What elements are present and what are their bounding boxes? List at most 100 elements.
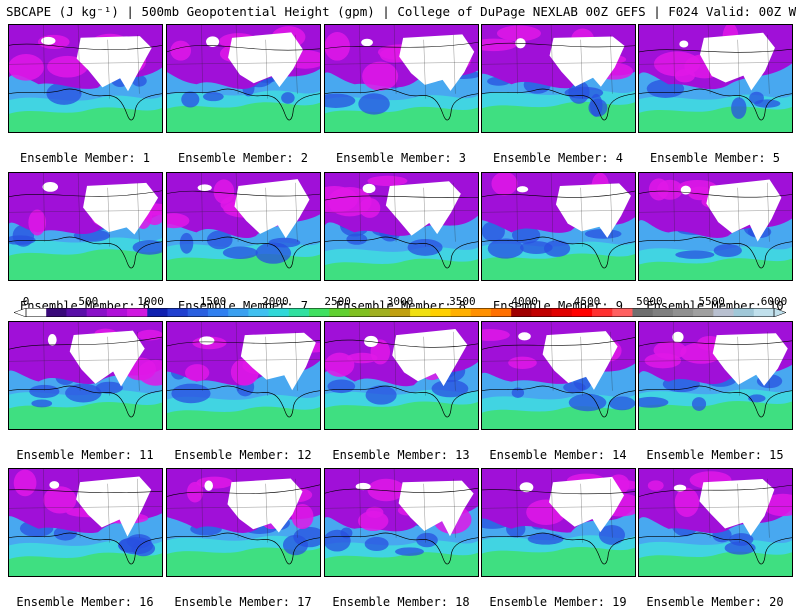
height-contour	[167, 484, 320, 497]
cape-magenta-blob	[325, 32, 350, 61]
cape-blue-blob	[563, 382, 586, 393]
cape-green-region	[167, 547, 320, 576]
colorbar-tick-label: 1000	[137, 295, 164, 308]
zero-cape-patch	[355, 482, 371, 491]
ensemble-map-panel	[638, 24, 793, 133]
state-borders	[325, 469, 478, 543]
sbcape-map	[482, 469, 635, 576]
height-contour	[482, 489, 635, 495]
cape-green-region	[482, 101, 635, 132]
cape-green-region	[482, 406, 635, 429]
zero-cape-area	[83, 182, 159, 235]
ensemble-member-label: Ensemble Member: 4	[492, 151, 624, 165]
cape-magenta-blob	[482, 38, 517, 52]
height-contour	[482, 190, 635, 198]
coastline	[9, 532, 162, 565]
coastline	[9, 385, 162, 418]
zero-cape-area	[228, 32, 304, 88]
cape-blue-blob	[281, 92, 295, 104]
cape-blue-blob	[327, 379, 356, 394]
sbcape-map	[9, 469, 162, 576]
coastline	[639, 385, 792, 418]
cape-blue-blob	[65, 383, 102, 403]
colorbar-tick-label: 5500	[698, 295, 725, 308]
state-borders	[9, 322, 162, 396]
sbcape-map	[167, 469, 320, 576]
cape-blue-blob	[511, 226, 541, 244]
cape-blue-blob	[748, 394, 766, 403]
colorbar-segment	[147, 308, 169, 317]
ensemble-map-panel	[481, 172, 636, 281]
height-contour	[167, 340, 320, 347]
zero-cape-patch	[673, 484, 687, 492]
cape-blue-blob	[527, 533, 564, 545]
colorbar-tick-label: 5000	[636, 295, 663, 308]
cape-blue-blob	[203, 92, 224, 102]
colorbar-tick-label: 2500	[324, 295, 351, 308]
zero-cape-patch	[361, 38, 373, 47]
coastline	[9, 88, 162, 121]
zero-cape-patch	[519, 482, 534, 493]
colorbar-segment	[207, 308, 229, 317]
coastline	[325, 236, 478, 269]
cape-magenta-blob	[648, 178, 669, 201]
cape-green-region	[9, 249, 162, 280]
cape-blue-blob	[132, 75, 147, 87]
colorbar-segment	[612, 308, 633, 317]
colorbar-segment	[652, 308, 674, 317]
cape-blue-blob	[282, 534, 309, 556]
zero-cape-area	[234, 179, 310, 239]
colorbar-segment	[490, 308, 512, 317]
colorbar-segment	[127, 308, 148, 317]
height-contour	[167, 45, 320, 53]
colorbar-segment	[46, 308, 67, 317]
colorbar-segment	[410, 308, 431, 317]
ensemble-map-panel	[324, 172, 479, 281]
state-borders	[167, 322, 320, 396]
sbcape-map	[325, 469, 478, 576]
height-contour	[325, 195, 478, 201]
ensemble-member-label: Ensemble Member: 2	[177, 151, 309, 165]
colorbar-segment	[349, 308, 371, 317]
colorbar-tick-label: 4000	[511, 295, 538, 308]
zero-cape-patch	[42, 182, 59, 192]
zero-cape-area	[706, 179, 782, 242]
page-title: SBCAPE (J kg⁻¹) | 500mb Geopotential Hei…	[6, 4, 796, 19]
zero-cape-patch	[680, 185, 691, 195]
cape-magenta-blob	[346, 352, 378, 364]
state-borders	[167, 25, 320, 99]
ensemble-member-label: Ensemble Member: 17	[174, 595, 312, 609]
height-contour	[639, 190, 792, 198]
ensemble-map-panel	[166, 172, 321, 281]
cape-magenta-blob	[508, 356, 537, 370]
cape-blue-blob	[46, 82, 82, 105]
cape-blue-blob	[171, 383, 211, 404]
colorbar-outline	[25, 308, 775, 317]
sbcape-map	[167, 25, 320, 132]
cape-blue-blob	[543, 240, 571, 257]
height-contour	[482, 42, 635, 48]
cape-magenta-blob	[644, 353, 682, 369]
colorbar-segment	[26, 308, 47, 317]
cape-blue-blob	[731, 97, 747, 119]
zero-cape-area	[76, 36, 152, 92]
ensemble-member-label: Ensemble Member: 11	[16, 448, 154, 462]
colorbar-segment	[592, 308, 613, 317]
zero-cape-patch	[516, 186, 529, 193]
ensemble-map-panel	[638, 172, 793, 281]
cape-magenta-blob	[9, 54, 44, 81]
coastline	[325, 385, 478, 418]
colorbar-segment	[389, 308, 411, 317]
colorbar-tick-label: 0	[22, 295, 30, 308]
cape-green-region	[9, 107, 162, 132]
colorbar-tick-label: 1500	[199, 295, 227, 308]
colorbar-min-arrow	[14, 308, 27, 317]
cape-blue-blob	[588, 98, 608, 117]
ensemble-map-panel	[638, 468, 793, 577]
ensemble-map-panel	[481, 321, 636, 430]
cape-blue-blob	[29, 384, 60, 399]
zero-cape-area	[76, 476, 152, 537]
ensemble-map-panel	[481, 24, 636, 133]
zero-cape-area	[699, 32, 775, 91]
cape-blue-blob	[691, 397, 707, 411]
